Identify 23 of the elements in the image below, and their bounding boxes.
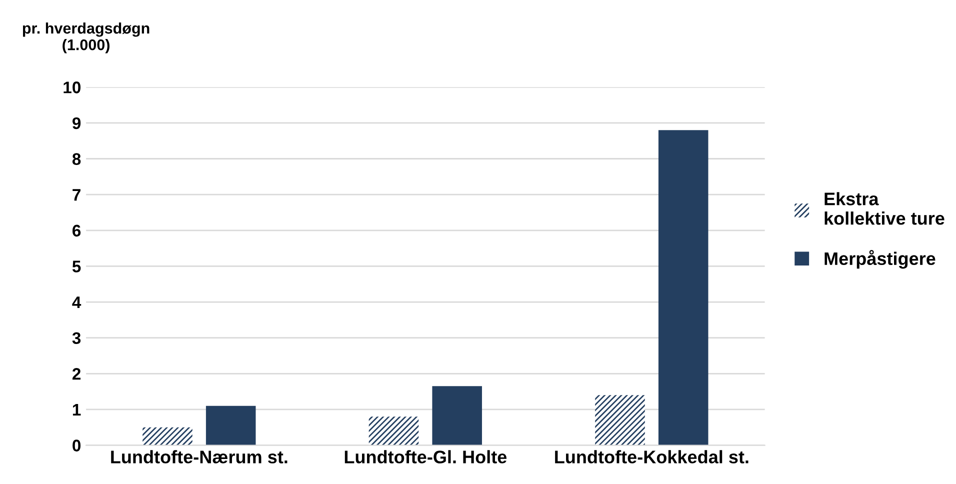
bar [432,386,482,446]
y-tick-label: 4 [72,296,82,308]
legend-label: Merpåstigere [824,250,936,269]
x-tick-label: Lundtofte-Gl. Holte [344,450,507,464]
y-tick-label: 5 [72,260,81,272]
legend-label: Ekstra kollektive ture [824,192,944,225]
x-tick-label: Lundtofte-Kokkedal st. [555,450,748,464]
y-tick-label: 9 [72,117,81,130]
y-axis-title: pr. hverdagsdøgn (1.000) [22,22,150,54]
y-tick-label: 3 [72,332,81,344]
y-tick-label: 2 [72,368,81,380]
bar [658,130,708,446]
y-tick-label: 7 [72,189,80,201]
y-tick-label: 8 [72,153,81,165]
y-tick-label: 6 [72,224,81,237]
bar [368,416,419,446]
bar [142,427,192,446]
y-tick-label: 10 [64,82,80,94]
bar [206,406,256,446]
y-tick-label: 0 [72,440,80,452]
x-tick-label: Lundtofte-Nærum st. [111,450,288,464]
y-tick-label: 1 [72,404,81,416]
bar [595,395,645,446]
